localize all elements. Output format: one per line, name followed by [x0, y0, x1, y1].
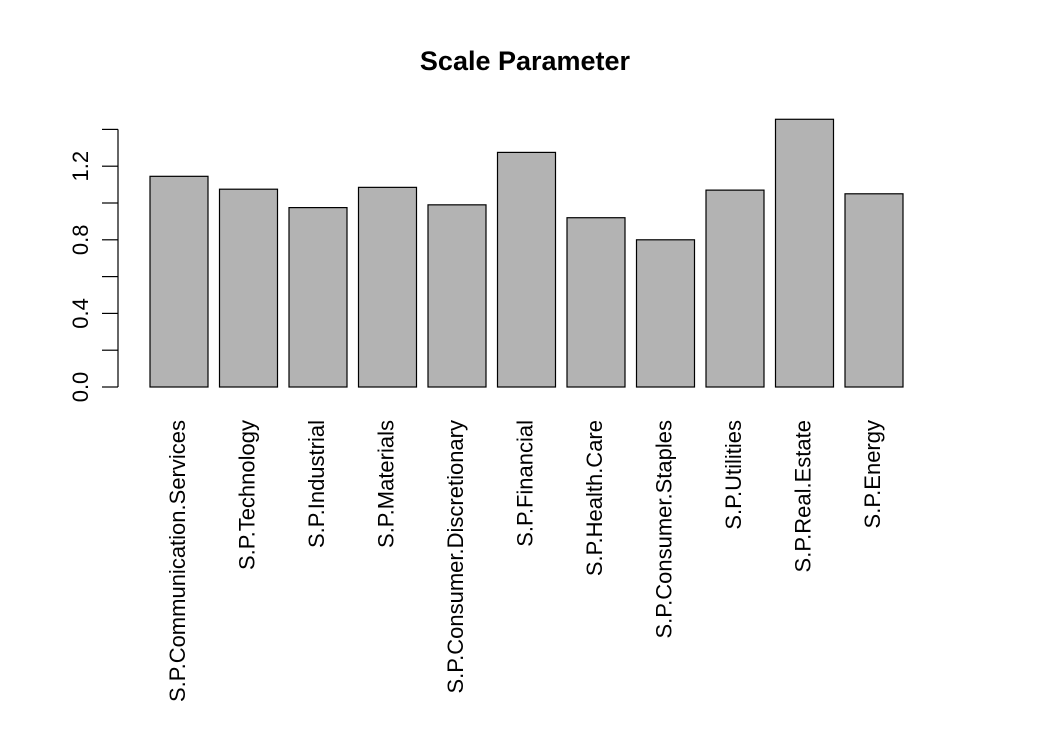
bar	[566, 217, 626, 388]
bar	[705, 189, 765, 388]
category-labels: S.P.Communication.Services S.P.Technology…	[165, 420, 885, 702]
y-tick-label: 0.4	[68, 298, 93, 329]
category-label: S.P.Health.Care	[582, 420, 607, 576]
bar	[427, 204, 487, 388]
y-axis: 0.0 0.4 0.8 1.2	[68, 128, 119, 403]
bar	[149, 175, 209, 388]
category-label: S.P.Communication.Services	[165, 420, 190, 702]
category-label: S.P.Energy	[860, 420, 885, 528]
bar	[288, 207, 348, 388]
category-label: S.P.Financial	[512, 420, 537, 547]
bar	[218, 188, 279, 388]
category-label: S.P.Real.Estate	[790, 420, 815, 572]
chart-title: Scale Parameter	[420, 46, 631, 76]
y-tick-label: 1.2	[68, 151, 93, 182]
bar	[635, 239, 696, 388]
bar	[357, 186, 418, 388]
bar	[496, 151, 557, 388]
category-label: S.P.Consumer.Discretionary	[443, 420, 468, 694]
bars	[149, 118, 904, 388]
category-label: S.P.Utilities	[721, 420, 746, 530]
category-label: S.P.Technology	[234, 420, 259, 570]
bar	[774, 118, 835, 388]
y-tick-label: 0.0	[68, 372, 93, 403]
y-tick-label: 0.8	[68, 225, 93, 256]
bar	[844, 193, 904, 388]
category-label: S.P.Materials	[373, 420, 398, 548]
category-label: S.P.Consumer.Staples	[651, 420, 676, 639]
category-label: S.P.Industrial	[304, 420, 329, 548]
